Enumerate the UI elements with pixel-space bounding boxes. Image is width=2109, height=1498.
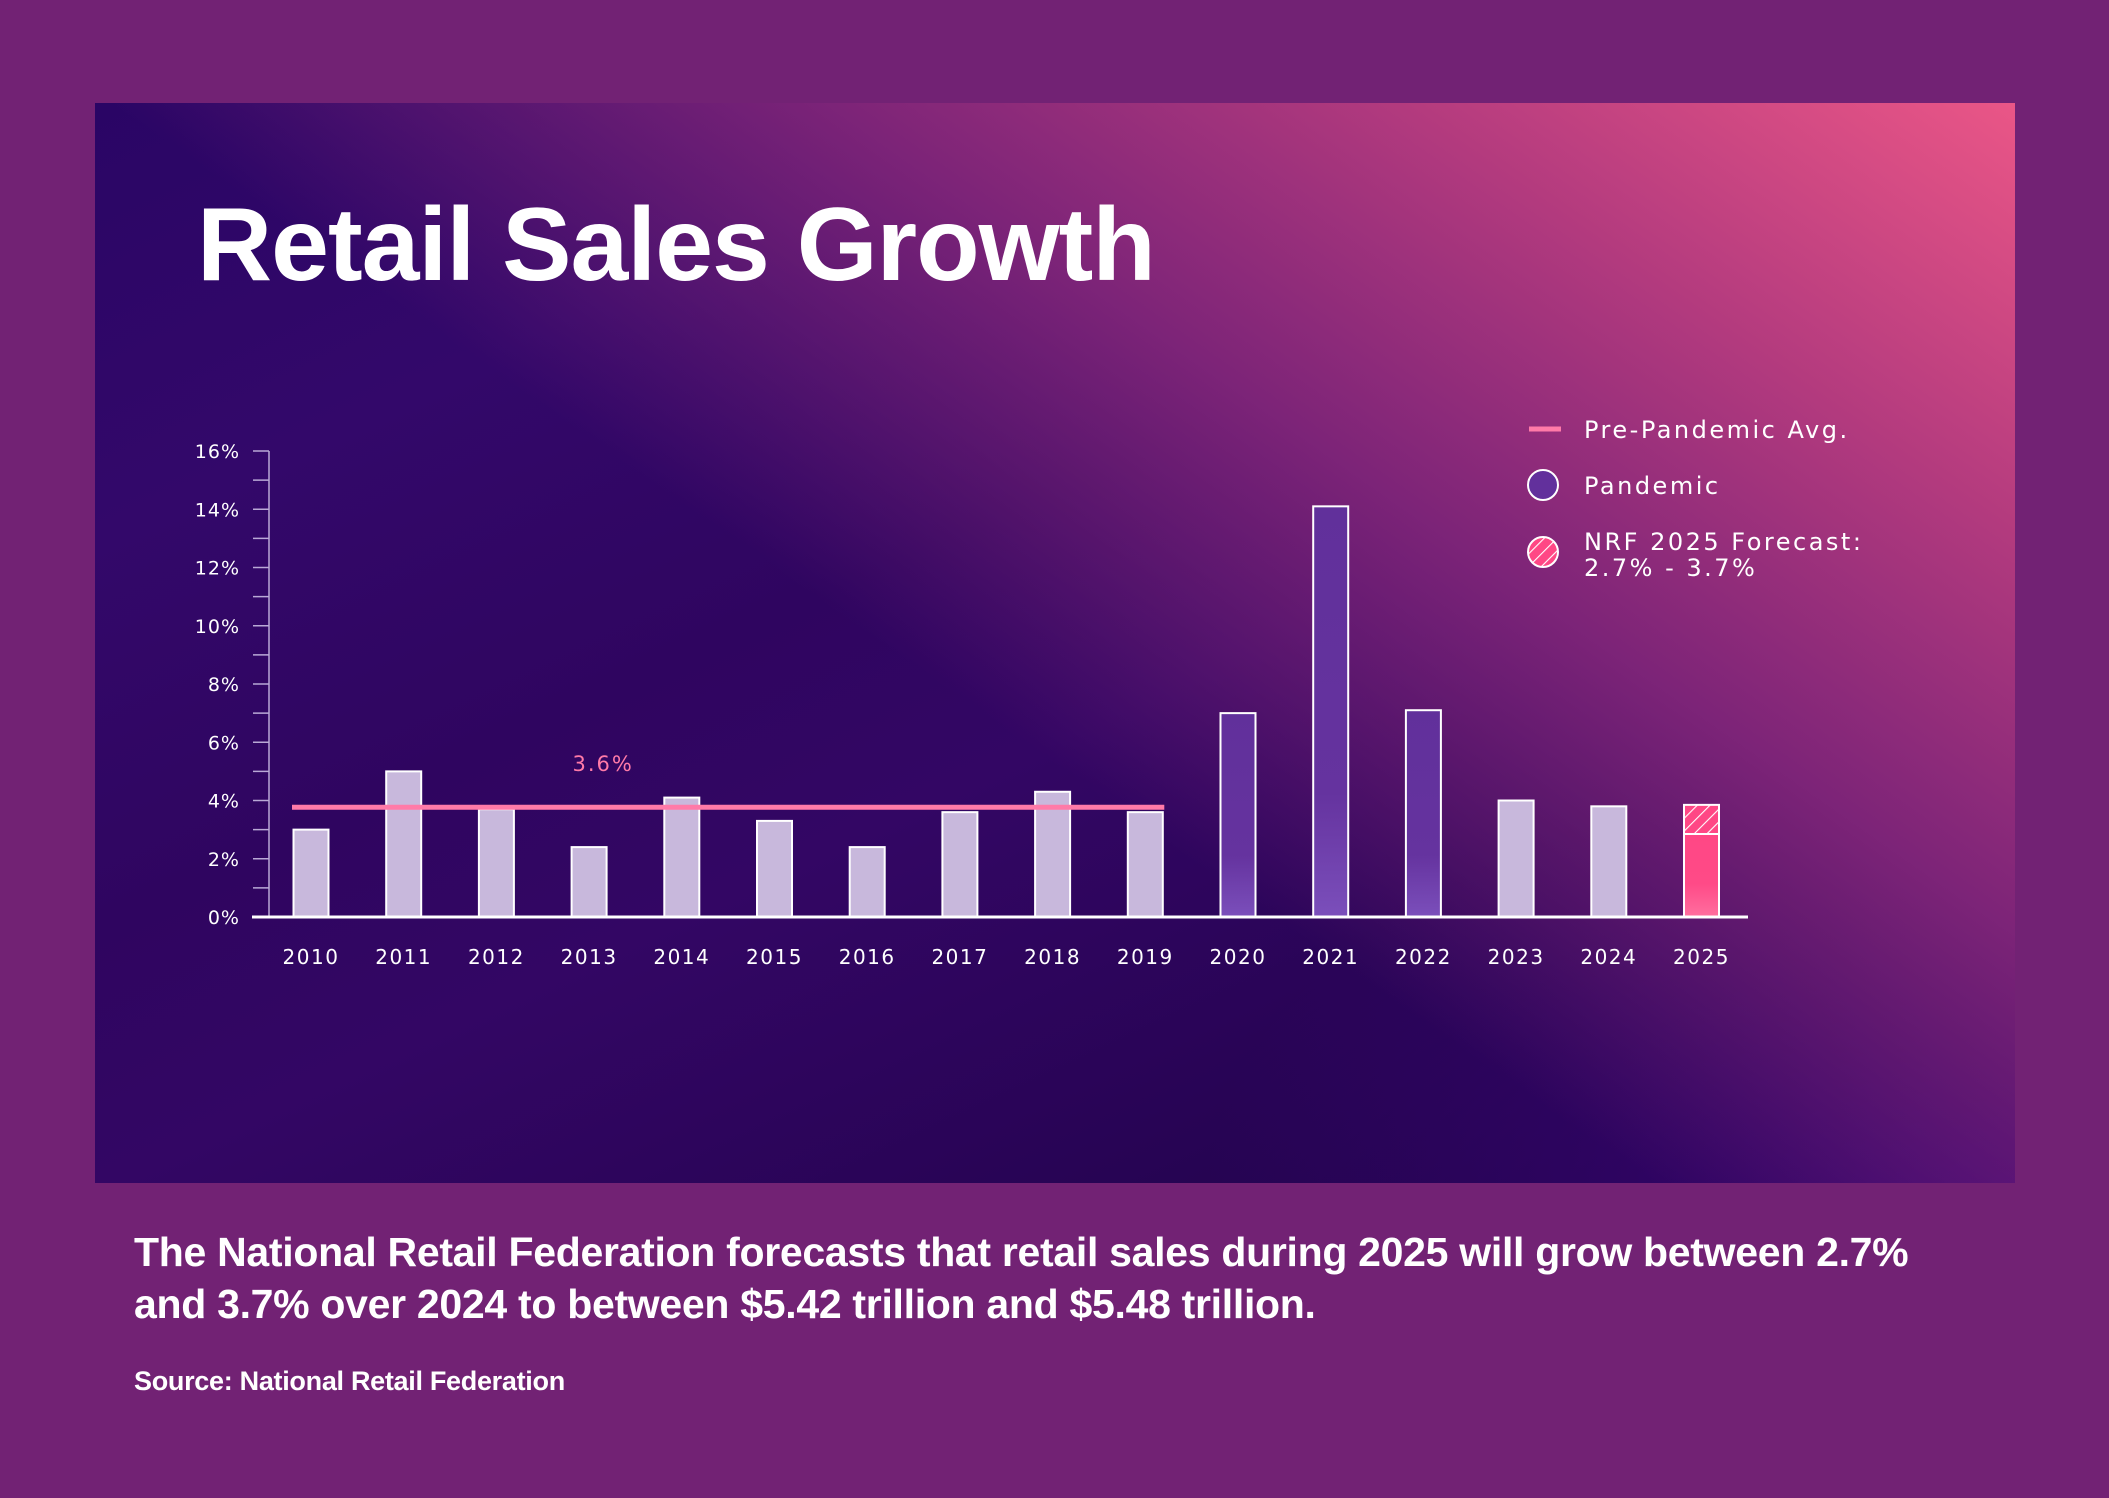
y-tick-label: 6% <box>208 732 240 754</box>
bar-2010 <box>292 828 330 918</box>
reference-line-group: 3.6% <box>292 752 1165 810</box>
y-tick-label: 0% <box>208 907 240 929</box>
x-tick-label: 2020 <box>1210 945 1267 969</box>
bar-2012 <box>477 808 515 918</box>
x-tick-label: 2010 <box>283 945 340 969</box>
legend: Pre-Pandemic Avg. Pandemic NRF 2025 Foreca… <box>1527 416 1863 582</box>
x-tick-label: 2013 <box>561 945 618 969</box>
chart-title: Retail Sales Growth <box>197 187 1156 303</box>
hatched-circle-swatch-icon <box>1527 536 1559 568</box>
x-tick-label: 2015 <box>746 945 803 969</box>
bar-2015 <box>756 819 793 919</box>
x-axis: 2010 2011 2012 2013 2014 2015 2016 2017 2018 2019… <box>252 915 1748 969</box>
bars <box>292 505 1720 919</box>
y-tick-label: 4% <box>208 791 240 813</box>
y-tick-label: 12% <box>195 558 240 580</box>
legend-label: Pandemic <box>1584 472 1721 500</box>
y-tick-label: 8% <box>208 674 240 696</box>
bar-2017 <box>941 811 979 919</box>
legend-label-line2: 2.7% - 3.7% <box>1584 554 1757 582</box>
x-tick-label: 2023 <box>1488 945 1545 969</box>
bar-2020 <box>1219 712 1257 918</box>
bar-2013 <box>570 846 608 918</box>
x-tick-label: 2024 <box>1580 945 1637 969</box>
x-tick-label: 2012 <box>468 945 525 969</box>
x-tick-label: 2014 <box>653 945 710 969</box>
bar-2025-forecast-range <box>1683 803 1720 835</box>
x-tick-label: 2011 <box>375 945 432 969</box>
bar-chart: 0% 2% 4% 6% 8% 10% 12% 14% 16% 3.6% 2010 2011 2012… <box>195 416 1863 969</box>
bar-2011 <box>385 770 423 918</box>
bar-2018 <box>1034 790 1072 919</box>
y-axis: 0% 2% 4% 6% 8% 10% 12% 14% 16% <box>195 441 270 929</box>
bar-2025-forecast-low <box>1683 832 1720 919</box>
caption-text: The National Retail Federation forecasts… <box>134 1229 1909 1327</box>
bar-2019 <box>1126 811 1164 919</box>
x-tick-label: 2016 <box>839 945 896 969</box>
chart-panel: Retail Sales Growth 0% 2% 4% 6% 8% 10% 12% 14% 1… <box>95 103 2015 1183</box>
bar-2021 <box>1312 505 1350 918</box>
circle-swatch-icon <box>1527 469 1559 501</box>
bar-2023 <box>1497 799 1535 918</box>
y-tick-label: 14% <box>195 499 240 521</box>
y-tick-label: 10% <box>195 616 240 638</box>
x-tick-label: 2018 <box>1024 945 1081 969</box>
legend-label: NRF 2025 Forecast: <box>1584 528 1863 556</box>
bar-2014 <box>663 796 701 919</box>
x-tick-label: 2025 <box>1673 945 1730 969</box>
x-tick-label: 2017 <box>931 945 988 969</box>
x-tick-label: 2021 <box>1302 945 1359 969</box>
bar-2016 <box>848 846 886 918</box>
x-tick-label: 2022 <box>1395 945 1452 969</box>
x-tick-label: 2019 <box>1117 945 1174 969</box>
avg-value-label: 3.6% <box>572 752 633 776</box>
source-text: Source: National Retail Federation <box>134 1366 565 1396</box>
y-tick-label: 16% <box>195 441 240 463</box>
legend-label: Pre-Pandemic Avg. <box>1584 416 1850 444</box>
bar-2022 <box>1404 709 1442 919</box>
bar-2024 <box>1590 805 1628 919</box>
y-tick-label: 2% <box>208 849 240 871</box>
